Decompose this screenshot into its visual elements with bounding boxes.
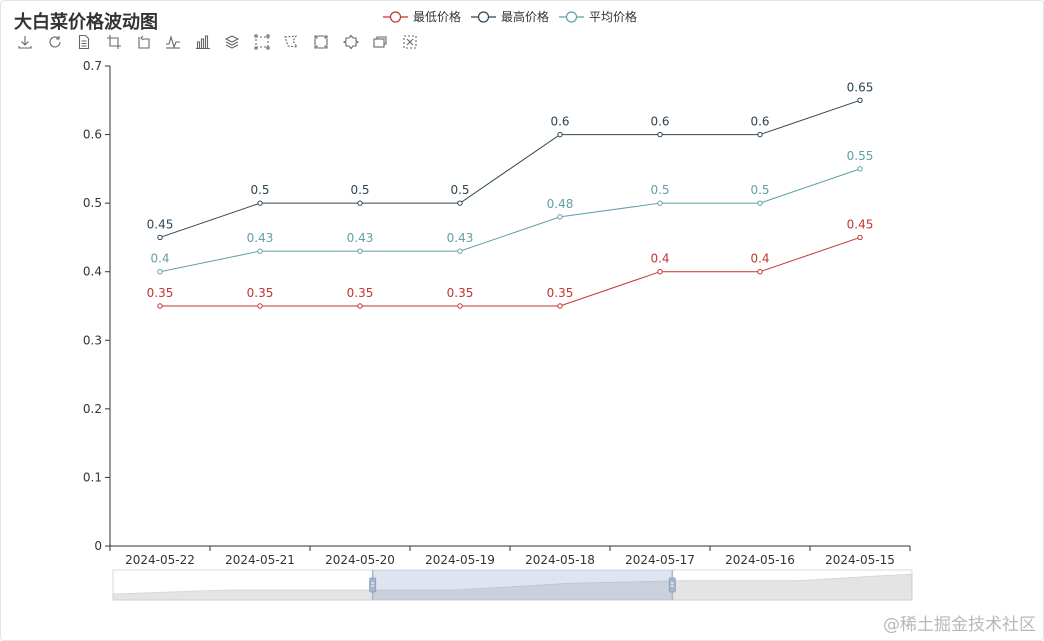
data-label: 0.43 [247, 231, 274, 245]
data-point[interactable] [657, 200, 663, 206]
data-label: 0.5 [250, 183, 269, 197]
data-label: 0.5 [350, 183, 369, 197]
y-tick-label: 0 [94, 539, 102, 553]
x-tick-label: 2024-05-22 [125, 553, 195, 567]
legend: 最低价格 最高价格 平均价格 [383, 8, 647, 25]
legend-symbol-max [471, 10, 497, 23]
data-label: 0.5 [650, 183, 669, 197]
data-label: 0.35 [547, 286, 574, 300]
datazoom-start-handle[interactable] [369, 577, 377, 593]
x-tick-label: 2024-05-20 [325, 553, 395, 567]
legend-label-min: 最低价格 [413, 10, 462, 24]
data-label: 0.65 [847, 80, 874, 94]
legend-item-min[interactable]: 最低价格 [383, 8, 461, 25]
data-label: 0.43 [447, 231, 474, 245]
crop-icon[interactable] [103, 33, 125, 51]
data-point[interactable] [757, 269, 763, 275]
data-label: 0.4 [650, 252, 669, 266]
toolbox [14, 33, 428, 51]
x-tick-label: 2024-05-16 [725, 553, 795, 567]
data-point[interactable] [857, 234, 863, 241]
series-line-1 [159, 99, 861, 238]
data-label: 0.45 [847, 217, 874, 231]
x-tick-label: 2024-05-19 [425, 553, 495, 567]
y-tick-label: 0.4 [83, 265, 102, 279]
data-point[interactable] [157, 234, 163, 241]
data-label: 0.6 [550, 115, 569, 129]
data-point[interactable] [657, 269, 663, 275]
keep-select-icon[interactable] [310, 33, 332, 51]
rect-select-icon[interactable] [251, 33, 273, 51]
data-point[interactable] [457, 200, 463, 206]
data-label: 0.43 [347, 231, 374, 245]
y-tick-label: 0.7 [83, 59, 102, 73]
stack-icon[interactable] [221, 33, 243, 51]
data-point[interactable] [357, 303, 363, 309]
line-chart-icon[interactable] [162, 33, 184, 51]
data-point[interactable] [457, 248, 463, 254]
data-point[interactable] [357, 248, 363, 254]
datazoom-shadow [112, 573, 913, 601]
data-point[interactable] [257, 303, 263, 309]
bar-chart-icon[interactable] [192, 33, 214, 51]
expand-icon[interactable] [369, 33, 391, 51]
data-label: 0.35 [347, 286, 374, 300]
data-point[interactable] [757, 200, 763, 206]
data-label: 0.6 [750, 115, 769, 129]
y-tick-label: 0.2 [83, 402, 102, 416]
y-tick-label: 0.3 [83, 333, 102, 347]
data-point[interactable] [657, 131, 663, 138]
legend-symbol-avg [559, 10, 585, 23]
data-label: 0.35 [247, 286, 274, 300]
data-view-icon[interactable] [73, 33, 95, 51]
data-point[interactable] [157, 269, 163, 275]
y-tick-label: 0.6 [83, 128, 102, 142]
series-line-2 [159, 168, 861, 273]
data-label: 0.4 [150, 252, 169, 266]
legend-label-avg: 平均价格 [589, 10, 638, 24]
x-tick-label: 2024-05-18 [525, 553, 595, 567]
data-point[interactable] [557, 303, 563, 309]
data-point[interactable] [257, 248, 263, 254]
data-label: 0.35 [447, 286, 474, 300]
y-tick-label: 0.1 [83, 470, 102, 484]
legend-item-max[interactable]: 最高价格 [471, 8, 549, 25]
x-tick-label: 2024-05-15 [825, 553, 895, 567]
clear-select-icon[interactable] [340, 33, 362, 51]
close-select-icon[interactable] [399, 33, 421, 51]
data-label: 0.6 [650, 115, 669, 129]
legend-symbol-min [383, 10, 408, 23]
data-label: 0.48 [547, 197, 574, 211]
y-tick-label: 0.5 [83, 196, 102, 210]
data-label: 0.45 [147, 217, 174, 231]
data-point[interactable] [557, 214, 563, 220]
series-line-0 [160, 236, 861, 307]
data-point[interactable] [257, 200, 263, 206]
crop-back-icon[interactable] [132, 33, 154, 51]
restore-icon[interactable] [44, 33, 66, 51]
data-label: 0.55 [847, 149, 874, 163]
data-point[interactable] [157, 303, 163, 309]
data-label: 0.35 [147, 286, 174, 300]
watermark: @稀土掘金技术社区 [883, 615, 1036, 635]
data-point[interactable] [857, 166, 863, 172]
datazoom-end-handle[interactable] [668, 577, 676, 593]
data-point[interactable] [757, 131, 763, 138]
chart-title: 大白菜价格波动图 [14, 12, 158, 33]
data-point[interactable] [557, 131, 563, 138]
data-label: 0.5 [750, 183, 769, 197]
datazoom-selected-range[interactable] [372, 570, 673, 600]
x-tick-label: 2024-05-21 [225, 553, 295, 567]
download-icon[interactable] [14, 33, 36, 51]
legend-label-max: 最高价格 [501, 10, 550, 24]
data-point[interactable] [357, 200, 363, 206]
legend-item-avg[interactable]: 平均价格 [559, 8, 637, 25]
data-point[interactable] [857, 97, 863, 103]
data-label: 0.5 [450, 183, 469, 197]
x-tick-label: 2024-05-17 [625, 553, 695, 567]
data-label: 0.4 [750, 252, 769, 266]
data-point[interactable] [457, 303, 463, 309]
